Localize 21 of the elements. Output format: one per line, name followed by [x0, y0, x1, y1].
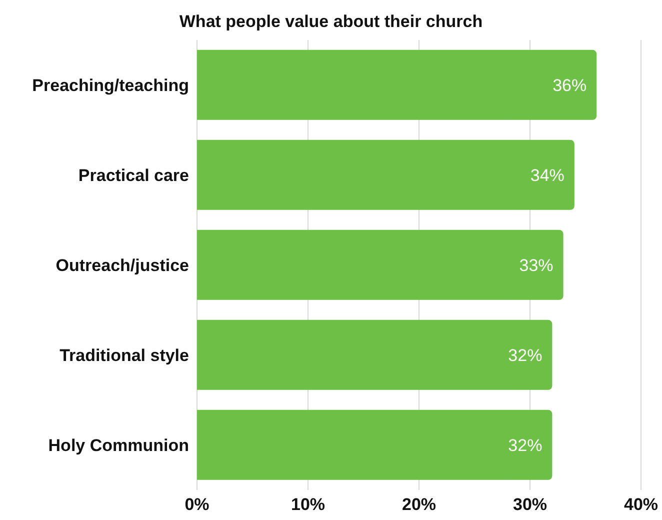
chart-title: What people value about their church — [178, 12, 484, 32]
bar — [197, 140, 574, 210]
data-label: 32% — [508, 346, 542, 365]
data-label: 36% — [552, 76, 587, 95]
y-tick-label: Practical care — [78, 166, 189, 186]
bar — [197, 410, 552, 480]
data-label: 34% — [530, 166, 564, 185]
bar — [197, 50, 597, 120]
y-tick-label: Outreach/justice — [56, 256, 189, 276]
bar — [197, 230, 564, 300]
x-tick-label: 20% — [402, 495, 436, 514]
data-label: 33% — [519, 256, 554, 275]
y-tick-label: Holy Communion — [48, 436, 189, 456]
y-tick-label: Preaching/teaching — [32, 76, 189, 96]
x-tick-label: 10% — [290, 495, 326, 514]
data-label: 32% — [508, 436, 542, 455]
x-tick-label: 0% — [184, 495, 210, 514]
x-tick-label: 40% — [624, 495, 658, 514]
x-tick-label: 30% — [512, 495, 548, 514]
y-tick-label: Traditional style — [60, 346, 189, 366]
bar — [197, 320, 552, 390]
